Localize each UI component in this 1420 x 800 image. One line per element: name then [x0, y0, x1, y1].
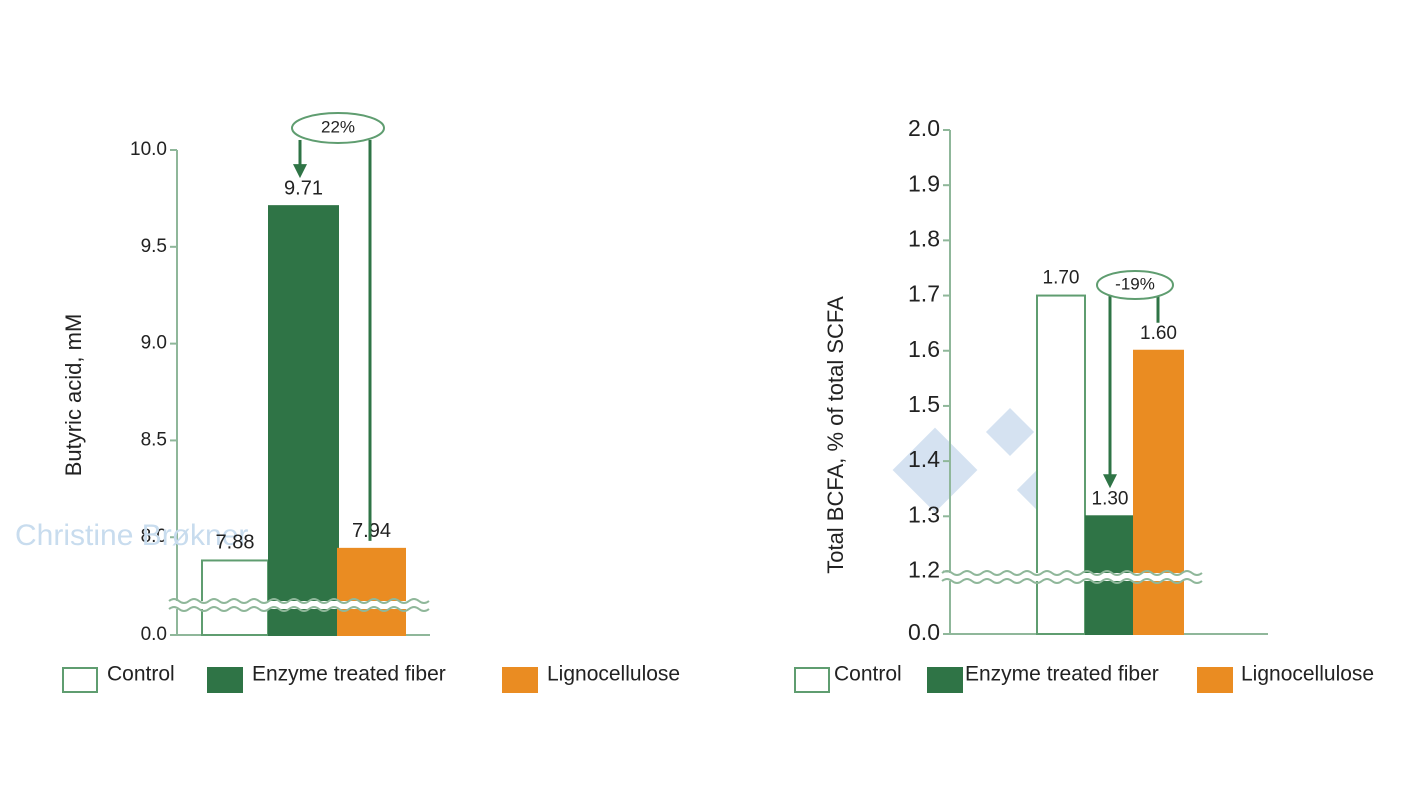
y-tick-label: 1.7	[908, 281, 940, 307]
axis-break	[941, 578, 1203, 584]
break-gap	[169, 601, 415, 609]
axis-break	[941, 570, 1203, 576]
bar	[1133, 349, 1184, 635]
value-label: 1.70	[1043, 268, 1080, 289]
legend-swatch	[794, 667, 830, 693]
y-tick-label: 1.9	[908, 170, 940, 196]
legend-swatch	[927, 667, 963, 693]
y-tick-label: 2.0	[908, 115, 940, 141]
logo-diamond	[892, 427, 978, 513]
y-tick-label: 8.0	[141, 526, 167, 547]
y-tick-label: 9.0	[141, 333, 167, 354]
y-tick-label: 0.0	[908, 619, 940, 645]
break-gap	[942, 573, 1193, 581]
y-tick-label: 1.5	[908, 391, 940, 417]
y-tick-label: 0.0	[141, 624, 167, 645]
annotation-bubble	[291, 112, 385, 144]
y-tick-label: 9.5	[141, 236, 167, 257]
value-label: 9.71	[284, 177, 323, 199]
watermark: Christine Brøkner	[15, 519, 248, 552]
legend-swatch	[1197, 667, 1233, 693]
value-label: 1.30	[1092, 488, 1129, 509]
axis-break	[168, 598, 430, 604]
value-label: 1.60	[1140, 323, 1177, 344]
legend-label: Control	[107, 663, 175, 686]
annotation-text: 22%	[321, 117, 355, 136]
y-tick-label: 1.8	[908, 225, 940, 251]
y-tick-label: 1.6	[908, 336, 940, 362]
annotation-bubble	[1096, 270, 1174, 300]
y-tick-label: 8.5	[141, 429, 167, 450]
legend-swatch	[207, 667, 243, 693]
annotation-arrow	[1103, 474, 1117, 489]
y-tick-label: 1.2	[908, 557, 940, 583]
legend-swatch	[502, 667, 538, 693]
annotation-text: -19%	[1115, 274, 1155, 293]
bar	[268, 205, 339, 637]
legend-label: Enzyme treated fiber	[252, 663, 446, 686]
legend-label: Control	[834, 663, 902, 686]
axis-break	[168, 606, 430, 612]
y-axis-label: Butyric acid, mM	[61, 314, 86, 477]
value-label: 7.88	[216, 532, 255, 554]
annotation-arrow	[293, 164, 307, 179]
legend-label: Lignocellulose	[1241, 663, 1374, 686]
y-tick-label: 1.4	[908, 446, 940, 472]
legend-label: Enzyme treated fiber	[965, 663, 1159, 686]
y-tick-label: 1.3	[908, 501, 940, 527]
logo-diamond	[985, 407, 1035, 457]
bar	[337, 547, 406, 637]
legend-label: Lignocellulose	[547, 663, 680, 686]
y-axis-label: Total BCFA, % of total SCFA	[823, 296, 848, 574]
legend-swatch	[62, 667, 98, 693]
bar	[201, 559, 269, 636]
y-tick-label: 10.0	[130, 139, 167, 160]
